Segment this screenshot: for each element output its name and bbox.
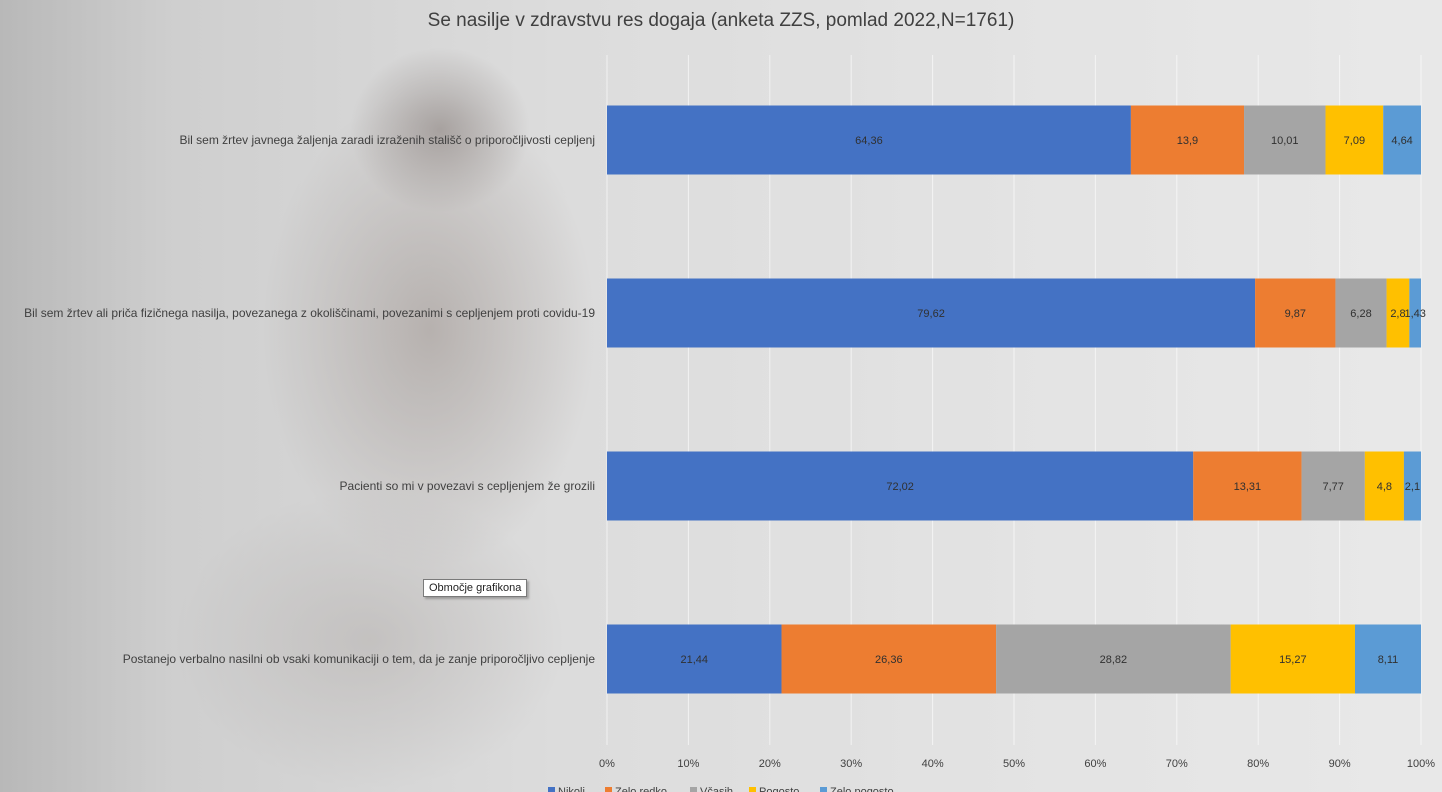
data-label: 21,44 [680, 654, 708, 666]
data-label: 2,1 [1405, 481, 1420, 493]
legend-label: Zelo pogosto [830, 786, 894, 792]
x-tick-label: 50% [1003, 758, 1025, 770]
bar-segment [1130, 105, 1245, 175]
data-label: 4,64 [1391, 135, 1412, 147]
category-label: Pacienti so mi v povezavi s cepljenjem ž… [340, 479, 595, 493]
bar-segment [607, 624, 782, 694]
x-tick-label: 60% [1084, 758, 1106, 770]
bar-segment [607, 451, 1194, 521]
category-label: Bil sem žrtev javnega žaljenja zaradi iz… [179, 133, 595, 147]
x-tick-label: 20% [759, 758, 781, 770]
legend-swatch [820, 787, 827, 792]
x-tick-label: 40% [922, 758, 944, 770]
data-label: 79,62 [917, 308, 945, 320]
data-label: 2,8 [1390, 308, 1405, 320]
data-label: 7,77 [1322, 481, 1343, 493]
x-tick-label: 0% [599, 758, 615, 770]
legend-label: Včasih [700, 786, 733, 792]
bar-segment [1335, 278, 1387, 348]
x-tick-label: 100% [1407, 758, 1435, 770]
bar-segment [1354, 624, 1421, 694]
legend-label: Pogosto [759, 786, 799, 792]
chart-area-tooltip: Območje grafikona [423, 579, 528, 597]
bar-segment [1244, 105, 1326, 175]
legend-label: Zelo redko [615, 786, 667, 792]
bar-segment [1386, 278, 1410, 348]
chart-title: Se nasilje v zdravstvu res dogaja (anket… [427, 10, 1015, 31]
data-label: 26,36 [875, 654, 903, 666]
data-label: 72,02 [886, 481, 914, 493]
data-label: 28,82 [1100, 654, 1128, 666]
legend-swatch [548, 787, 555, 792]
x-tick-label: 80% [1247, 758, 1269, 770]
bar-segment [1301, 451, 1365, 521]
data-label: 15,27 [1279, 654, 1307, 666]
data-label: 10,01 [1271, 135, 1299, 147]
bar-segment [996, 624, 1231, 694]
bar-segment [1193, 451, 1302, 521]
bar-segment [1255, 278, 1336, 348]
data-label: 1,43 [1404, 308, 1425, 320]
bar-segment [1364, 451, 1404, 521]
data-label: 13,9 [1177, 135, 1198, 147]
bar-segment [1403, 451, 1421, 521]
legend-label: Nikoli [558, 786, 585, 792]
bar-segment [607, 105, 1131, 175]
data-label: 4,8 [1377, 481, 1392, 493]
category-label: Bil sem žrtev ali priča fizičnega nasilj… [24, 306, 595, 320]
bar-segment [607, 278, 1256, 348]
x-tick-label: 30% [840, 758, 862, 770]
legend-swatch [749, 787, 756, 792]
x-tick-label: 10% [677, 758, 699, 770]
data-label: 7,09 [1344, 135, 1365, 147]
bar-segment [1383, 105, 1421, 175]
legend-swatch [690, 787, 697, 792]
bar-segment [1409, 278, 1421, 348]
x-tick-label: 70% [1166, 758, 1188, 770]
data-label: 6,28 [1350, 308, 1371, 320]
data-label: 8,11 [1378, 654, 1399, 666]
category-label: Postanejo verbalno nasilni ob vsaki komu… [123, 652, 596, 666]
data-label: 9,87 [1285, 308, 1306, 320]
bar-segment [1325, 105, 1384, 175]
bar-segment [1230, 624, 1355, 694]
legend-swatch [605, 787, 612, 792]
data-label: 13,31 [1234, 481, 1262, 493]
data-label: 64,36 [855, 135, 883, 147]
x-tick-label: 90% [1329, 758, 1351, 770]
bar-segment [781, 624, 997, 694]
